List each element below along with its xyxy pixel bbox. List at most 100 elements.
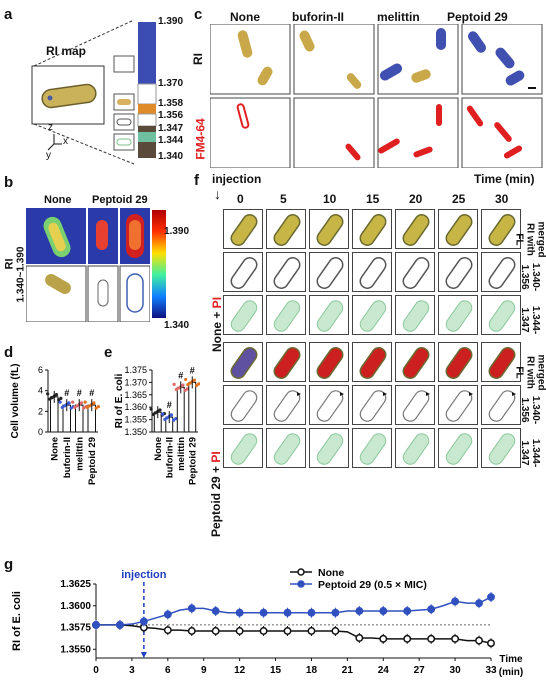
x-tick-label: buforin-II <box>62 437 73 478</box>
f-row-label: 1.344-1.347 <box>519 438 541 468</box>
y-tick-label: 1.360 <box>124 402 147 412</box>
f-cell <box>223 209 263 249</box>
f-cell-image <box>230 300 258 332</box>
f-cell <box>438 342 478 382</box>
data-point <box>307 627 316 635</box>
f-cell-image <box>402 347 430 379</box>
panel-label-b: b <box>4 174 14 191</box>
data-point <box>163 626 172 635</box>
bar <box>176 386 185 433</box>
c-row-fm464: FM4-64 <box>193 118 208 160</box>
f-cell-image <box>445 214 473 246</box>
f-cell <box>266 295 306 335</box>
data-point <box>149 407 153 411</box>
f-cell <box>309 385 349 425</box>
x-tick-label: 30 <box>450 665 462 676</box>
f-cell <box>395 342 435 382</box>
x-axis-label-unit: (min) <box>499 667 523 678</box>
f-cell-image <box>230 257 258 289</box>
f-cell <box>309 428 349 468</box>
y-tick-label: 1.370 <box>124 377 147 387</box>
significance-mark: # <box>77 388 82 398</box>
y-tick-label: 1.3625 <box>60 579 91 590</box>
y-tick-label: 1.3550 <box>60 644 91 655</box>
injection-arrow <box>140 652 147 658</box>
b-colorbar-bottom: 1.340 <box>164 320 190 331</box>
ri-scale-1356: 1.356 <box>158 110 184 121</box>
f-cell <box>352 385 392 425</box>
data-point <box>331 627 340 635</box>
data-point <box>169 413 174 417</box>
f-cell-image <box>273 433 301 465</box>
x-tick-label: 15 <box>270 665 282 676</box>
panel-label-g: g <box>4 556 14 573</box>
data-point <box>163 610 172 619</box>
f-time-25: 25 <box>452 192 466 206</box>
f-cell <box>223 428 263 468</box>
data-point <box>158 408 162 412</box>
y-tick-label: 4 <box>38 386 43 396</box>
f-group-peptoid-text: Peptoid 29 + <box>209 462 223 537</box>
data-point <box>192 378 197 382</box>
data-point <box>403 607 412 615</box>
data-point <box>355 634 364 642</box>
f-cell <box>395 295 435 335</box>
f-cell <box>395 428 435 468</box>
y-tick-label: 0 <box>38 427 43 437</box>
ri-scale-1347: 1.347 <box>158 123 184 134</box>
b-ri-images <box>26 208 150 322</box>
f-cell-image <box>316 214 344 246</box>
data-point <box>79 401 84 405</box>
f-cell-image <box>230 433 258 465</box>
x-tick-label: melittin <box>74 437 85 471</box>
c-microscopy-grid <box>210 24 543 168</box>
f-cell-image <box>316 433 344 465</box>
data-point <box>96 405 100 409</box>
f-time-10: 10 <box>323 192 337 206</box>
f-cell <box>309 295 349 335</box>
panel-label-e: e <box>104 344 113 361</box>
data-point <box>331 608 340 617</box>
f-cell <box>352 342 392 382</box>
x-tick-label: 27 <box>414 665 426 676</box>
b-range-label: 1.340~1.390 <box>15 246 27 303</box>
data-point <box>161 412 165 416</box>
f-row-label: 1.344-1.347 <box>519 305 541 335</box>
y-tick-label: 1.355 <box>124 415 147 425</box>
f-cell-image <box>402 390 430 422</box>
f-cell-image <box>273 214 301 246</box>
y-tick-label: 1.375 <box>124 365 147 375</box>
legend-marker <box>297 568 305 576</box>
y-axis-label: RI of E. coli <box>114 374 125 429</box>
data-point <box>283 608 292 617</box>
ri-scale-1344: 1.344 <box>158 135 184 146</box>
f-cell <box>266 209 306 249</box>
data-point <box>92 620 100 629</box>
c-col-melittin: melittin <box>377 10 420 24</box>
f-cell-image <box>445 347 473 379</box>
panel-label-f: f <box>194 172 199 189</box>
y-tick-label: 6 <box>38 365 43 375</box>
f-cell-image <box>273 390 301 422</box>
x-tick-label: 3 <box>129 665 135 676</box>
f-cell-image <box>359 257 387 289</box>
data-point <box>83 400 87 404</box>
series-line <box>96 624 492 644</box>
f-cell-image <box>402 433 430 465</box>
ri-scale-1358: 1.358 <box>158 98 184 109</box>
data-point <box>181 383 185 387</box>
panel-label-c: c <box>194 6 203 23</box>
f-cell-image <box>230 347 258 379</box>
f-cell <box>438 385 478 425</box>
data-point <box>451 597 460 606</box>
f-cell <box>352 428 392 468</box>
data-point <box>185 387 189 391</box>
axis-glyph-z: z <box>48 122 53 133</box>
b-row-ri: RI <box>3 258 16 270</box>
f-time-30: 30 <box>495 192 509 206</box>
f-row-label: 1.340-1.356 <box>519 395 541 425</box>
y-tick-label: 2 <box>38 406 43 416</box>
x-tick-label: None <box>153 437 164 461</box>
panel-label-a: a <box>4 6 13 23</box>
f-cell <box>481 385 521 425</box>
